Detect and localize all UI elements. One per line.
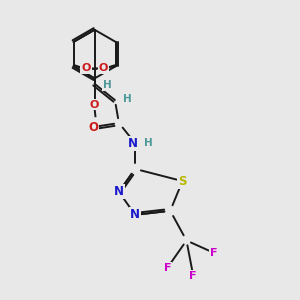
Text: F: F <box>190 271 197 281</box>
Text: N: N <box>128 137 138 150</box>
Text: O: O <box>90 100 99 110</box>
Text: H: H <box>103 80 112 90</box>
Text: H: H <box>144 138 152 148</box>
Text: H: H <box>124 94 132 104</box>
Text: N: N <box>130 208 140 221</box>
Text: S: S <box>178 175 187 188</box>
Text: F: F <box>164 262 171 272</box>
Text: O: O <box>81 63 91 74</box>
Text: O: O <box>99 63 108 74</box>
Text: O: O <box>88 121 98 134</box>
Text: N: N <box>114 185 124 198</box>
Text: F: F <box>210 248 217 258</box>
